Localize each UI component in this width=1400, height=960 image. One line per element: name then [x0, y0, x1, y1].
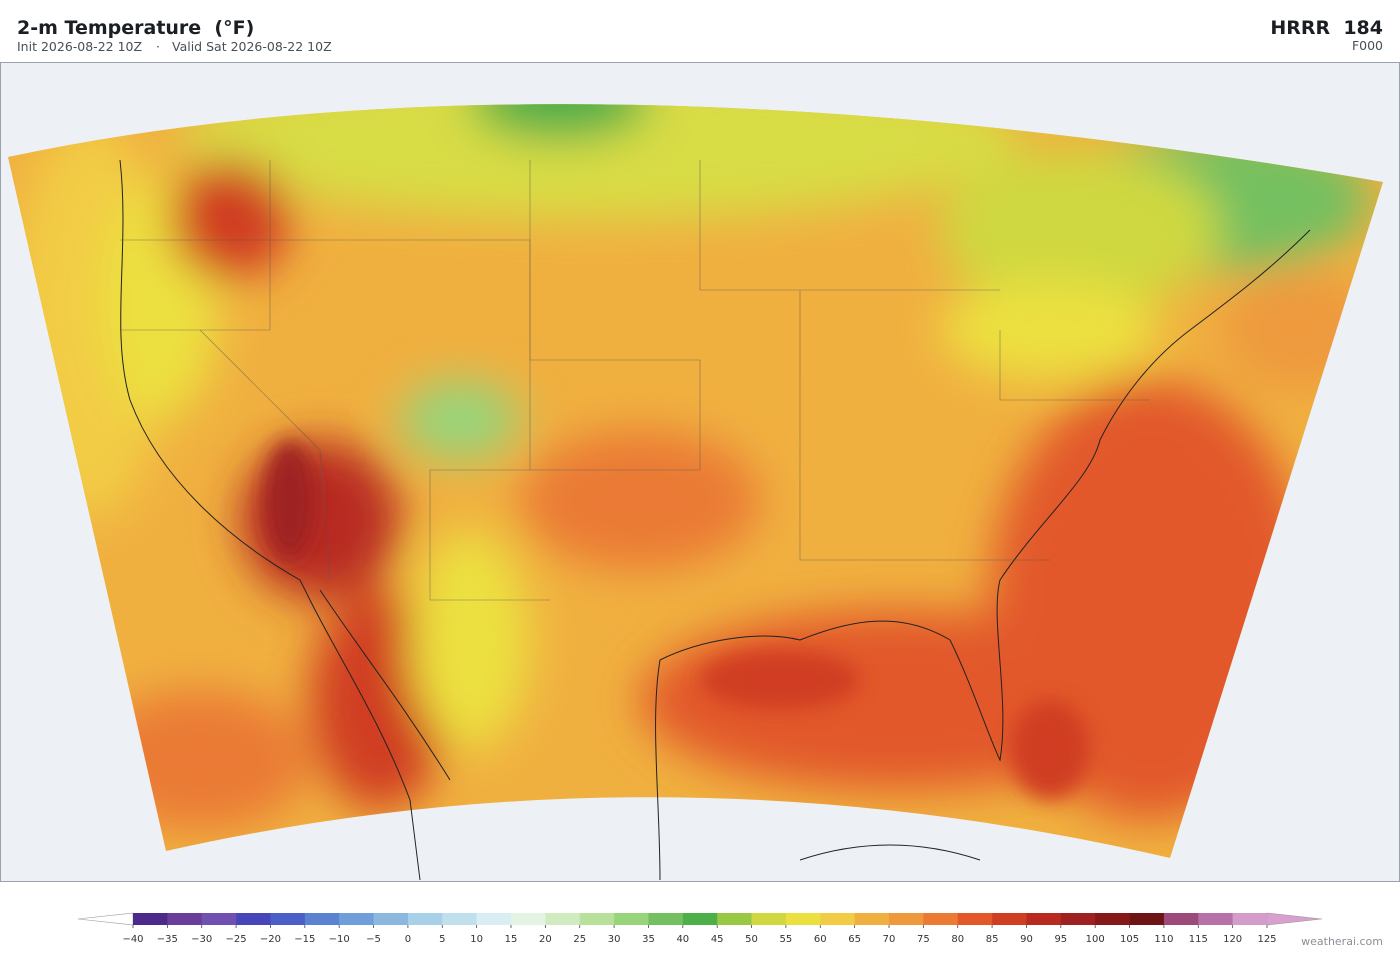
colorbar-segment	[1198, 913, 1233, 925]
init-time: Init 2026-08-22 10Z	[17, 39, 142, 54]
tick-label: 115	[1189, 934, 1208, 945]
colorbar-segment	[442, 913, 477, 925]
colorbar-segment	[545, 913, 581, 925]
colorbar-segment	[648, 913, 684, 925]
tick-label: 55	[780, 934, 793, 945]
colorbar-segment	[751, 913, 787, 925]
colorbar-segment	[236, 913, 271, 925]
colorbar-segment	[854, 913, 890, 925]
tick-label: 105	[1120, 934, 1139, 945]
tick-label: 100	[1086, 934, 1105, 945]
colorbar-over	[1266, 912, 1323, 926]
tick-label: 65	[848, 934, 861, 945]
colorbar-segment	[717, 913, 752, 925]
tick-label: −40	[122, 934, 143, 945]
tick-label: 70	[883, 934, 896, 945]
colorbar-segment	[1163, 913, 1199, 925]
tick-label: −20	[260, 934, 281, 945]
colorbar-segment	[1129, 913, 1165, 925]
colorbar-segment	[304, 913, 340, 925]
tick-label: 20	[539, 934, 552, 945]
title: 2-m Temperature (°F)	[17, 17, 254, 39]
colorbar-segment	[407, 913, 443, 925]
colorbar-segment	[201, 913, 237, 925]
colorbar-segment	[785, 913, 821, 925]
colorbar-segment	[511, 913, 546, 925]
colorbar-segment	[889, 913, 924, 925]
tick-label: 35	[642, 934, 655, 945]
tick-label: 110	[1154, 934, 1173, 945]
tick-label: 125	[1257, 934, 1276, 945]
tick-label: 0	[405, 934, 411, 945]
colorbar: −40 −35 −30 −25 −20 −15 −10 −5 0 5 10 15 20 25 30 35 40 4…	[77, 912, 1323, 945]
tick-label: −10	[329, 934, 350, 945]
colorbar-segment	[820, 913, 855, 925]
state-borders	[120, 160, 1150, 601]
tick-label: 80	[951, 934, 964, 945]
colorbar-under	[77, 912, 134, 926]
tick-label: 50	[745, 934, 758, 945]
tick-label: 25	[573, 934, 586, 945]
tick-label: 85	[986, 934, 999, 945]
colorbar-segment	[476, 913, 512, 925]
tick-label: −5	[366, 934, 381, 945]
credit: weatherai.com	[1301, 935, 1383, 948]
tick-label: 45	[711, 934, 724, 945]
tick-label: 60	[814, 934, 827, 945]
colorbar-segment	[1026, 913, 1062, 925]
tick-label: 40	[676, 934, 689, 945]
colorbar-segment	[1232, 913, 1268, 925]
colorbar-segment	[579, 913, 615, 925]
colorbar-segment	[923, 913, 959, 925]
colorbar-segment	[1095, 913, 1130, 925]
valid-time: Valid Sat 2026-08-22 10Z	[172, 39, 332, 54]
colorbar-segment	[1060, 913, 1096, 925]
tick-label: 90	[1020, 934, 1033, 945]
colorbar-segment	[957, 913, 993, 925]
tick-label: −15	[294, 934, 315, 945]
tick-label: 10	[470, 934, 483, 945]
colorbar-segment	[614, 913, 649, 925]
tick-label: 95	[1054, 934, 1067, 945]
tick-label: −35	[157, 934, 178, 945]
tick-label: −25	[226, 934, 247, 945]
forecast-hour: F000	[1352, 38, 1383, 53]
tick-label: 5	[439, 934, 445, 945]
colorbar-segment	[992, 913, 1027, 925]
separator: ·	[156, 39, 160, 54]
tick-label: 30	[608, 934, 621, 945]
colorbar-segment	[133, 913, 168, 925]
colorbar-segment	[373, 913, 409, 925]
colorbar-segment	[339, 913, 374, 925]
model-name: HRRR 184	[1270, 17, 1383, 39]
colorbar-segment	[167, 913, 203, 925]
tick-label: 15	[505, 934, 518, 945]
colorbar-segment	[682, 913, 718, 925]
tick-label: −30	[191, 934, 212, 945]
colorbar-segment	[270, 913, 306, 925]
coastlines	[119, 159, 1311, 881]
tick-label: 75	[917, 934, 930, 945]
tick-label: 120	[1223, 934, 1242, 945]
